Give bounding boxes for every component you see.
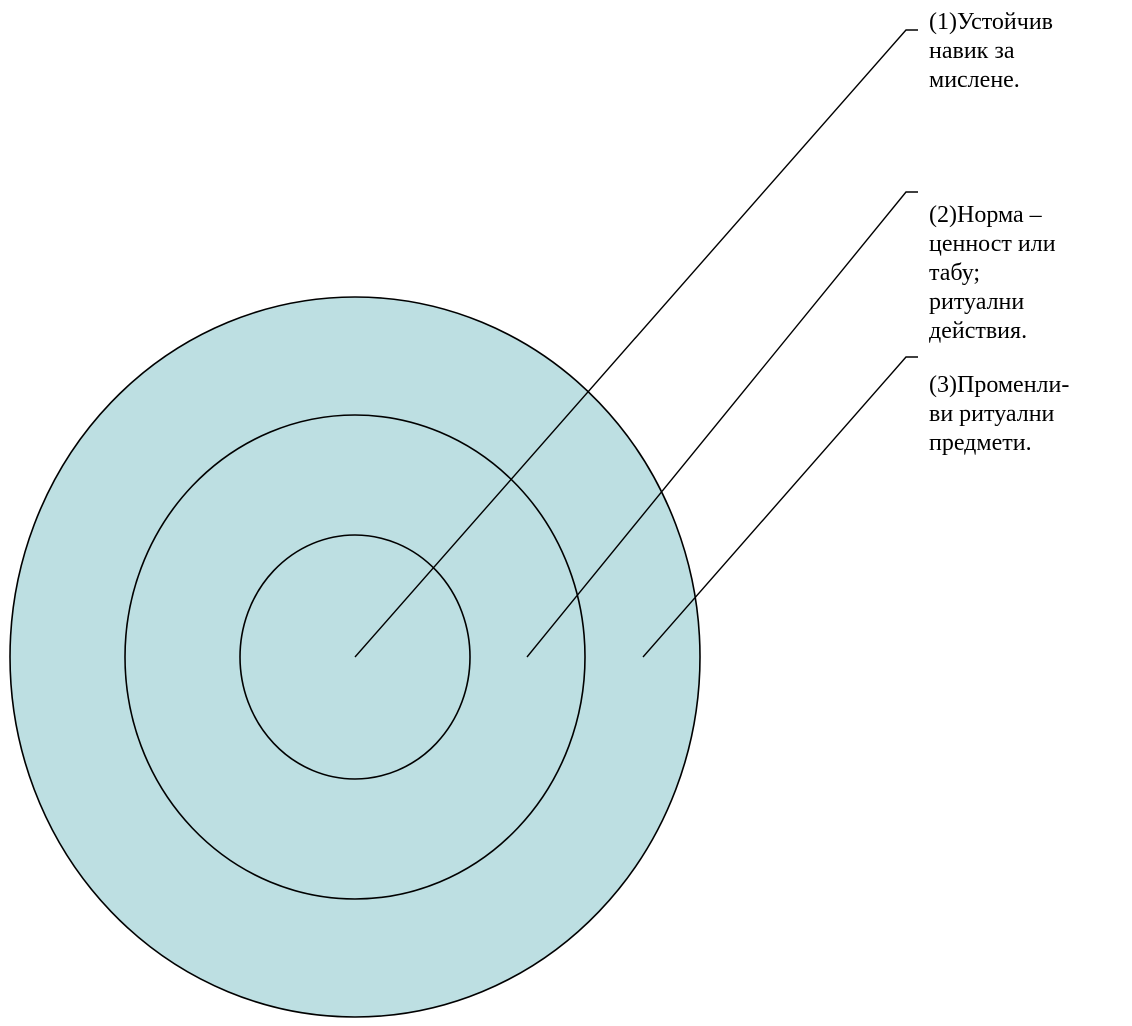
label-stable-thinking-habit: (1)Устойчив навик за мислене. [929,8,1129,95]
label-1-line-3: мислене. [929,67,1020,93]
middle-ring [124,414,586,900]
label-norm-value-taboo: (2)Норма – ценност или табу; ритуални де… [929,201,1129,346]
label-3-line-2: ви ритуални [929,401,1055,427]
inner-ring [239,534,471,780]
label-3-line-1: (3)Променли- [929,372,1070,398]
label-1-line-2: навик за [929,38,1015,64]
leader-line-2 [526,191,918,658]
label-3-line-3: предмети. [929,430,1032,456]
label-2-line-3: табу; [929,260,981,286]
label-1-line-1: (1)Устойчив [929,9,1054,35]
label-changing-ritual-objects: (3)Променли- ви ритуални предмети. [929,371,1129,458]
leader-line-3 [642,356,918,658]
label-2-line-1: (2)Норма – [929,202,1042,228]
leader-line-1 [354,29,918,658]
label-2-line-4: ритуални [929,289,1025,315]
label-2-line-2: ценност или [929,231,1056,257]
label-2-line-5: действия. [929,318,1028,344]
